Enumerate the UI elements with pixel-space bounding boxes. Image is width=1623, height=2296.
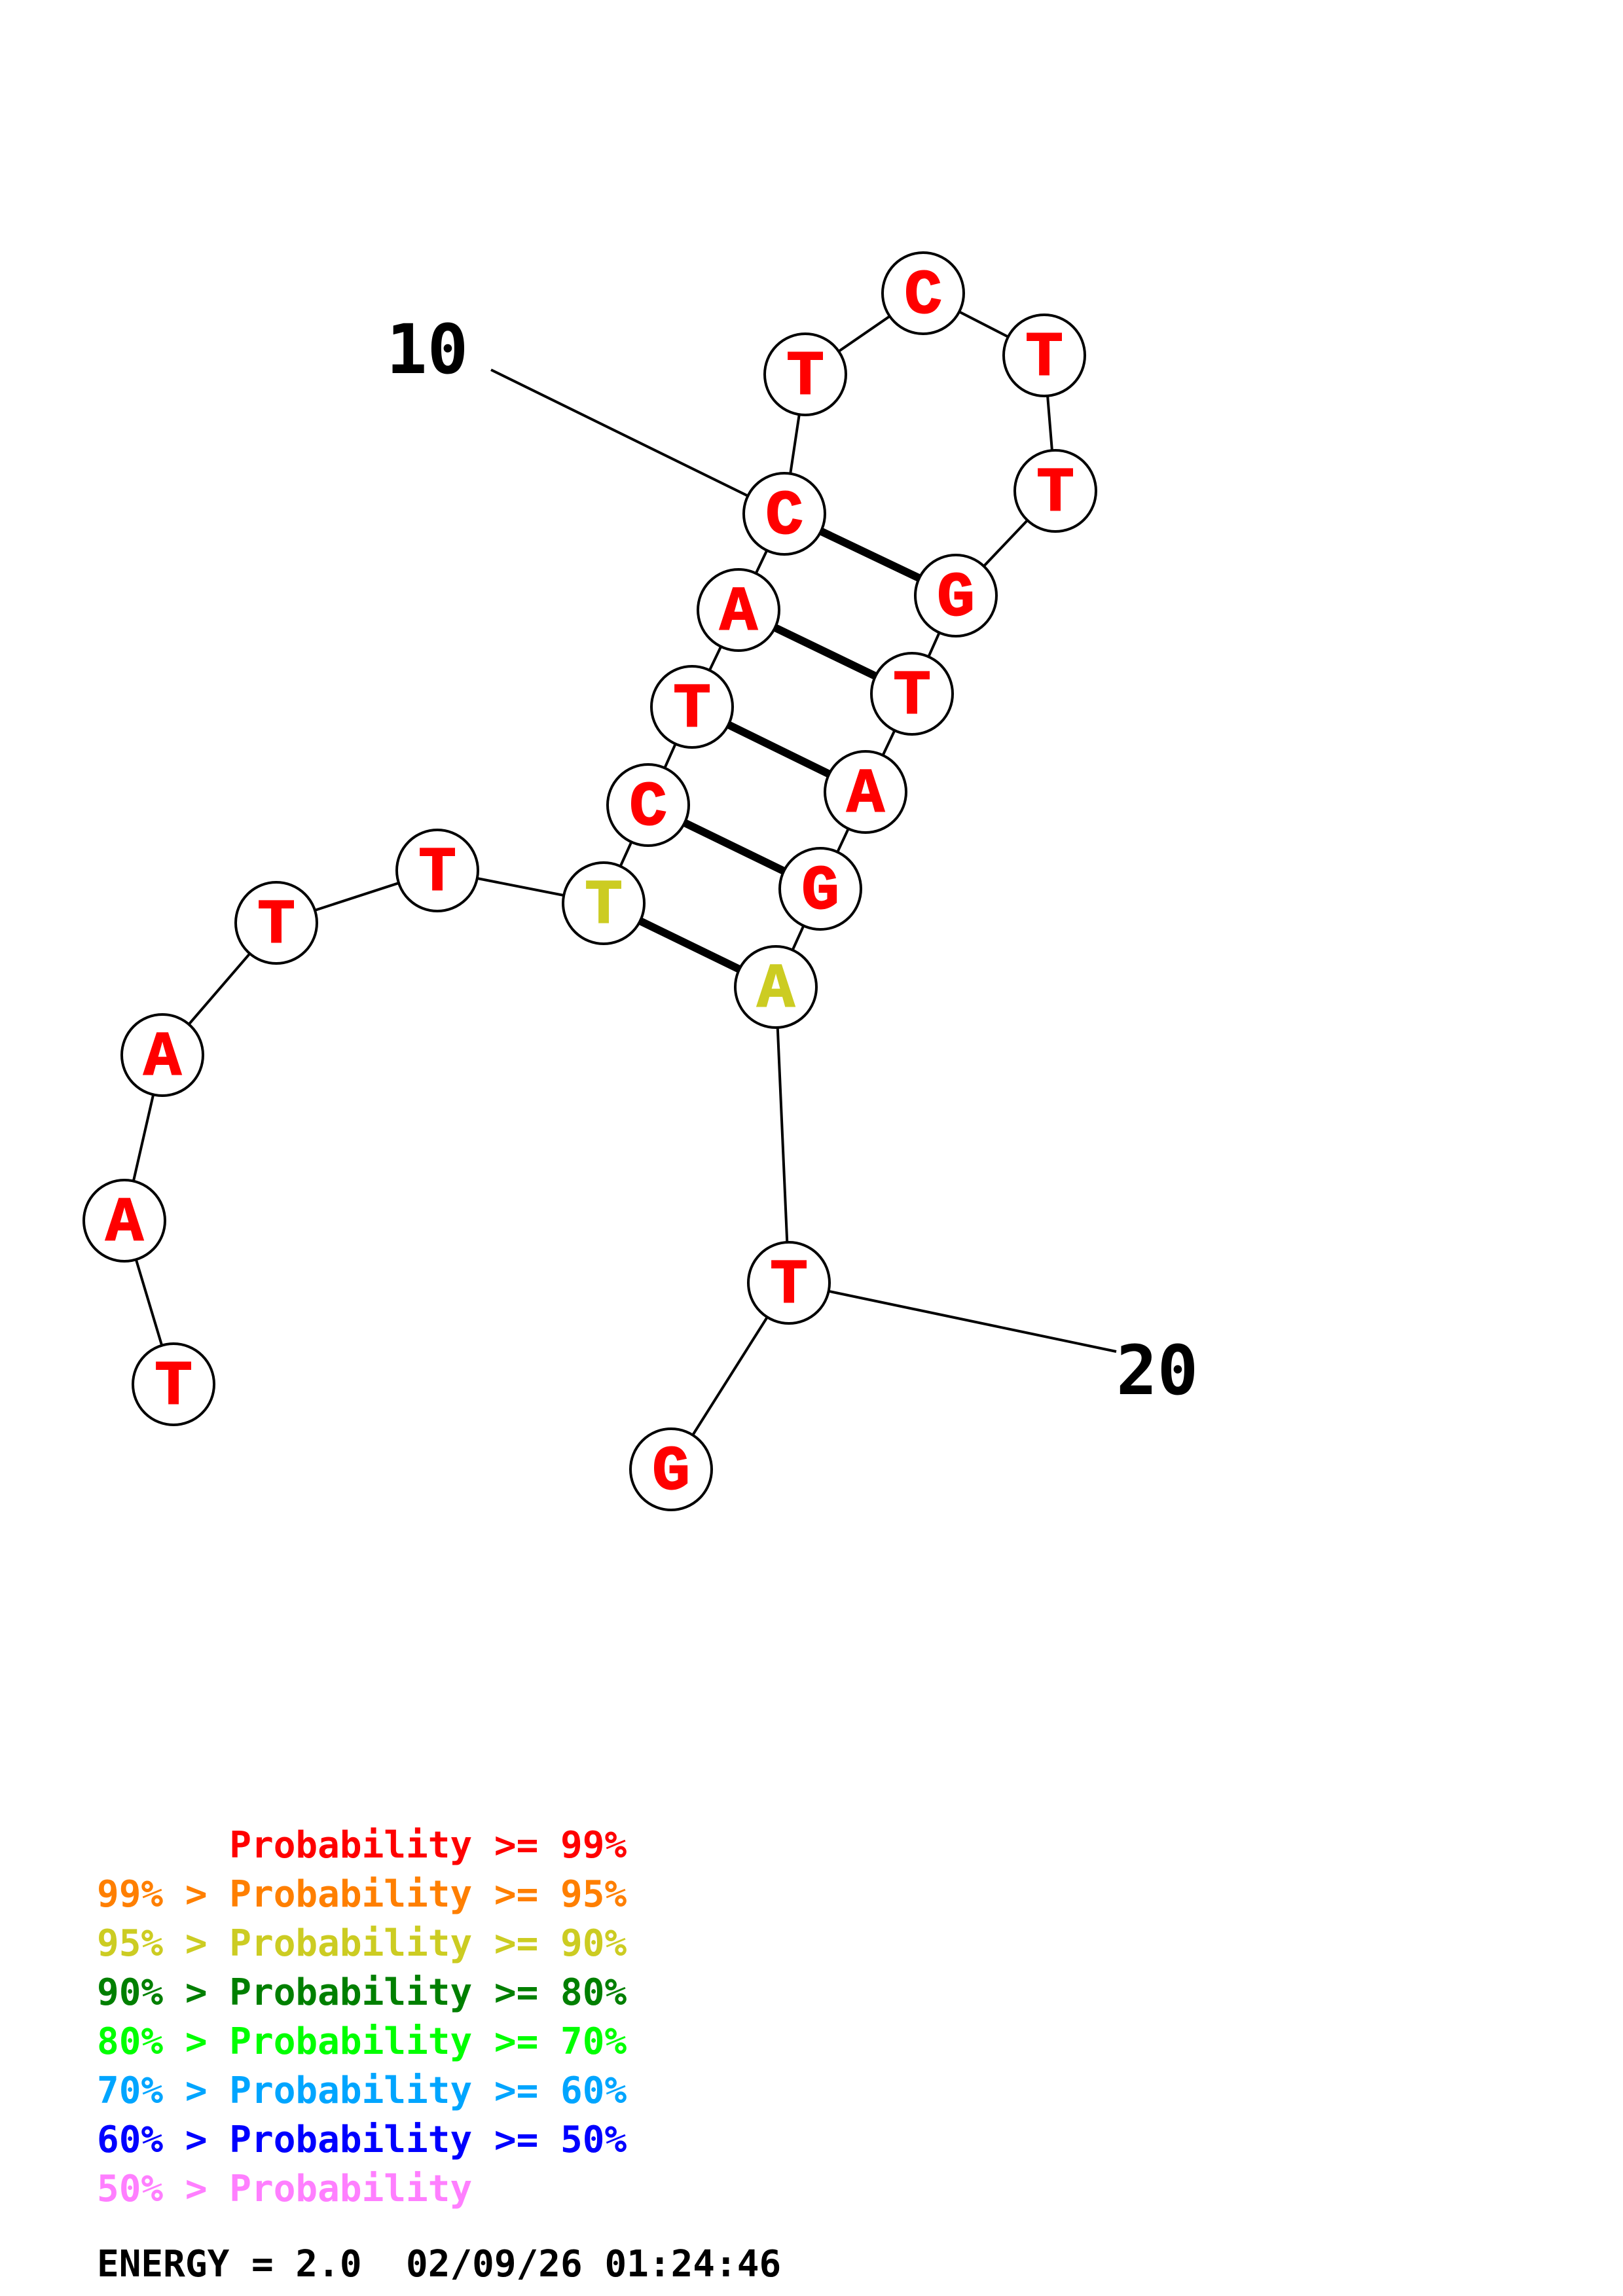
nucleotide-base: A bbox=[143, 1022, 181, 1093]
nucleotide-base: A bbox=[847, 759, 884, 830]
position-label-lines bbox=[490, 368, 1117, 1353]
nucleotide-base: C bbox=[629, 772, 667, 843]
legend-entry: 99% > Probability >= 95% bbox=[97, 1873, 627, 1916]
nucleotide-6: T bbox=[562, 861, 646, 945]
nucleotide-16: T bbox=[870, 652, 954, 736]
nucleotide-circle bbox=[734, 945, 818, 1029]
nucleotide-base: T bbox=[1036, 457, 1074, 529]
nucleotide-circle bbox=[234, 881, 318, 965]
nucleotide-2: A bbox=[82, 1179, 166, 1263]
nucleotide-base: C bbox=[904, 260, 942, 331]
nucleotide-circle bbox=[1013, 449, 1097, 533]
position-label-20: 20 bbox=[1116, 1331, 1198, 1410]
nucleotide-base: T bbox=[418, 837, 456, 908]
nucleotide-18: G bbox=[778, 847, 862, 931]
nucleotide-5: T bbox=[395, 829, 479, 912]
nucleotide-15: G bbox=[914, 554, 998, 637]
nucleotide-base: T bbox=[893, 660, 931, 732]
nucleotide-circle bbox=[1002, 314, 1086, 397]
nucleotide-base: C bbox=[765, 480, 803, 552]
energy-footer: ENERGY = 2.0 02/09/26 01:24:46 bbox=[97, 2243, 781, 2286]
nucleotide-circle bbox=[132, 1342, 215, 1426]
nucleotide-base: T bbox=[770, 1249, 808, 1321]
nucleotide-circle bbox=[914, 554, 998, 637]
position-label-line bbox=[788, 1282, 1117, 1353]
nucleotide-base: T bbox=[786, 341, 824, 412]
nucleotide-base: G bbox=[801, 855, 839, 927]
nucleotide-3: A bbox=[120, 1013, 204, 1097]
nucleotide-circle bbox=[763, 332, 847, 416]
nucleotide-base: A bbox=[105, 1187, 143, 1259]
nucleotide-20: T bbox=[747, 1241, 831, 1325]
nucleotide-base: A bbox=[757, 954, 795, 1025]
nucleotide-circle bbox=[82, 1179, 166, 1263]
nucleotide-circle bbox=[697, 568, 780, 652]
nucleotide-circle bbox=[120, 1013, 204, 1097]
nucleotide-7: C bbox=[606, 763, 690, 847]
nucleotide-14: T bbox=[1013, 449, 1097, 533]
nucleotide-19: A bbox=[734, 945, 818, 1029]
nucleotide-circle bbox=[870, 652, 954, 736]
nucleotide-13: T bbox=[1002, 314, 1086, 397]
nucleotide-circle bbox=[742, 472, 826, 556]
probability-legend: Probability >= 99% 99% > Probability >= 9… bbox=[97, 1824, 627, 2210]
nucleotide-circle bbox=[778, 847, 862, 931]
nucleotide-circle bbox=[747, 1241, 831, 1325]
backbone-segment bbox=[775, 986, 790, 1283]
nucleotide-base: G bbox=[937, 562, 975, 634]
nucleotide-circle bbox=[881, 251, 965, 335]
nucleotide-circle bbox=[629, 1427, 713, 1511]
nucleotide-base: T bbox=[155, 1351, 192, 1422]
nucleotide-17: A bbox=[824, 750, 907, 834]
nucleotide-8: T bbox=[650, 665, 734, 749]
nucleotide-circle bbox=[395, 829, 479, 912]
legend-entry: 90% > Probability >= 80% bbox=[97, 1971, 627, 2014]
nucleotide-base: T bbox=[673, 673, 711, 745]
nucleotide-circle bbox=[824, 750, 907, 834]
legend-entry: 80% > Probability >= 70% bbox=[97, 2020, 627, 2063]
nucleotide-1: T bbox=[132, 1342, 215, 1426]
nucleotide-11: T bbox=[763, 332, 847, 416]
position-labels: 10 20 bbox=[386, 310, 1198, 1410]
nucleotide-10: C bbox=[742, 472, 826, 556]
base-pairs bbox=[602, 510, 958, 991]
nucleotide-circle bbox=[650, 665, 734, 749]
nucleotide-base: G bbox=[652, 1436, 690, 1507]
nucleotide-21: G bbox=[629, 1427, 713, 1511]
legend-entry: 70% > Probability >= 60% bbox=[97, 2070, 627, 2112]
nucleotide-base: T bbox=[585, 870, 623, 941]
nucleotide-base: T bbox=[257, 889, 295, 961]
nucleotide-12: C bbox=[881, 251, 965, 335]
legend-entry: 95% > Probability >= 90% bbox=[97, 1922, 627, 1965]
nucleotide-4: T bbox=[234, 881, 318, 965]
legend-entry: 50% > Probability bbox=[97, 2168, 472, 2210]
position-label-line bbox=[490, 368, 785, 515]
nucleotide-base: T bbox=[1025, 322, 1063, 393]
legend-entry: 60% > Probability >= 50% bbox=[97, 2119, 627, 2161]
nucleotide-circle bbox=[606, 763, 690, 847]
position-label-10: 10 bbox=[386, 310, 468, 389]
legend-entry: Probability >= 99% bbox=[97, 1824, 627, 1867]
nucleotide-base: A bbox=[720, 577, 757, 648]
nucleotide-9: A bbox=[697, 568, 780, 652]
nucleotide-circle bbox=[562, 861, 646, 945]
